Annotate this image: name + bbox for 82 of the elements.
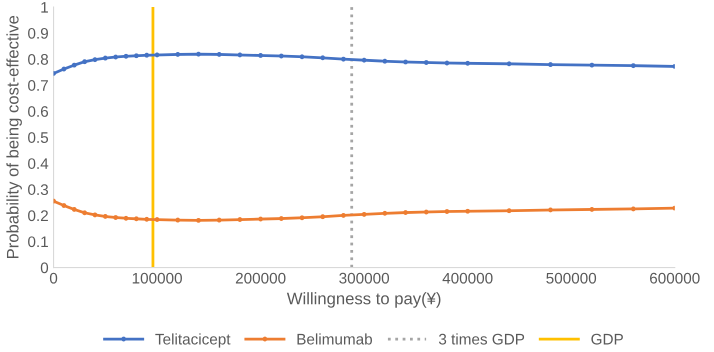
point (403, 210, 408, 215)
y-tick-label: 0.9 (28, 28, 48, 39)
point (258, 216, 264, 222)
point (82, 210, 88, 216)
point (548, 62, 553, 68)
point (113, 54, 118, 60)
point (278, 54, 284, 58)
y-tick-label: 0.1 (28, 236, 48, 248)
legend-label: Belimumab (297, 333, 372, 345)
y-tick-label: 0.6 (28, 106, 48, 117)
line-series (54, 198, 675, 223)
point (72, 207, 77, 212)
y-tick-label: 0.4 (28, 158, 48, 170)
point (82, 59, 88, 64)
y-tick-label: 0 (40, 262, 48, 274)
x-tick-label: 100000 (132, 272, 182, 284)
x-tick-label: 500000 (546, 272, 596, 284)
y-tick-label: 0.7 (28, 80, 48, 91)
point (444, 209, 450, 214)
y-tick-label: 0.2 (28, 210, 48, 222)
point (362, 212, 367, 217)
y-tick-label: 0.5 (28, 132, 48, 143)
point (403, 60, 408, 64)
point (341, 212, 346, 218)
y-tick-label: 0.3 (28, 184, 48, 196)
point (124, 54, 128, 59)
point (237, 52, 242, 58)
point (92, 57, 98, 62)
y-tick-label: 1 (41, 2, 48, 13)
point (320, 214, 326, 220)
point (548, 208, 553, 212)
x-tick-label: 400000 (442, 272, 493, 284)
point (258, 53, 264, 58)
point (175, 52, 180, 57)
point (278, 216, 284, 221)
point (382, 210, 388, 216)
x-tick-label: 300000 (339, 272, 390, 284)
point (630, 206, 636, 212)
point (154, 217, 160, 222)
point (300, 54, 304, 60)
point (72, 62, 77, 68)
point (124, 216, 128, 221)
point (300, 215, 304, 220)
y-tick-label: 0.8 (28, 54, 48, 65)
point (144, 216, 150, 222)
legend-label: GDP (591, 334, 623, 345)
point (465, 208, 470, 214)
point (61, 203, 66, 208)
point (320, 55, 326, 60)
point (61, 66, 66, 72)
point (444, 60, 450, 66)
point (134, 53, 139, 58)
point (216, 52, 222, 57)
point (196, 52, 201, 57)
point (506, 208, 512, 214)
point (630, 63, 636, 68)
legend-label: 3 times GDP (438, 333, 524, 345)
point (382, 58, 388, 64)
y-axis-title: Probability of being cost-effective (6, 16, 22, 258)
point (134, 216, 139, 222)
x-tick-label: 0 (50, 272, 58, 284)
x-tick-label: 200000 (236, 272, 286, 284)
line-series (54, 52, 675, 76)
x-tick-label: 600000 (650, 272, 700, 284)
point (362, 58, 367, 63)
legend-label: Telitacicept (155, 333, 230, 348)
point (102, 214, 108, 219)
x-axis-title: Willingness to pay(¥) (286, 292, 440, 308)
point (92, 212, 98, 218)
point (216, 218, 222, 223)
point (465, 60, 470, 66)
point (113, 215, 118, 220)
point (237, 217, 242, 222)
point (589, 62, 594, 68)
point (196, 218, 201, 223)
point (154, 52, 160, 58)
point (175, 218, 180, 223)
point (341, 56, 346, 62)
point (424, 60, 429, 65)
point (424, 210, 429, 214)
point (144, 52, 150, 58)
point (102, 56, 108, 61)
